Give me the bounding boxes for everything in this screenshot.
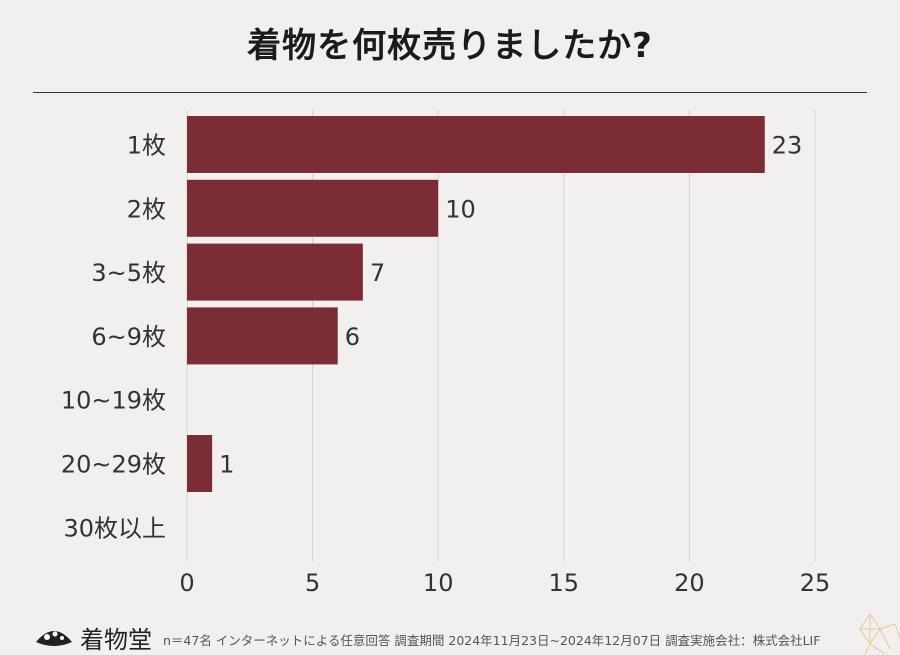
category-label: 3~5枚 (91, 259, 166, 287)
data-label: 1 (219, 451, 234, 479)
category-label: 1枚 (127, 132, 166, 160)
bar-chart: 0 5 10 15 20 25 1枚 23 2枚 10 3~5枚 7 6~9枚 6 10~19枚 20~29枚… (61, 110, 831, 597)
x-tick-label: 25 (800, 569, 831, 597)
data-label: 6 (345, 323, 360, 351)
title-divider (33, 92, 867, 93)
fan-logo-icon (36, 631, 72, 646)
data-label: 7 (370, 259, 385, 287)
bar (187, 435, 213, 492)
data-label: 10 (445, 195, 476, 223)
brand-logo-text: 着物堂 (80, 626, 152, 654)
bar (187, 116, 765, 173)
category-label: 2枚 (127, 195, 166, 223)
x-tick-label: 20 (674, 569, 705, 597)
data-label: 23 (772, 132, 803, 160)
footer: 着物堂 n＝47名 インターネットによる任意回答 調査期間 2024年11月23… (0, 613, 900, 654)
bar (187, 179, 439, 237)
x-tick-label: 10 (423, 569, 454, 597)
category-label: 6~9枚 (91, 323, 166, 351)
x-tick-label: 0 (179, 569, 194, 597)
category-label: 30枚以上 (63, 514, 166, 542)
bar (187, 243, 363, 301)
chart-title: 着物を何枚売りましたか? (247, 26, 653, 66)
survey-footnote: n＝47名 インターネットによる任意回答 調査期間 2024年11月23日~20… (163, 633, 821, 648)
hemp-leaf-pattern-icon (859, 613, 900, 654)
x-tick-label: 15 (549, 569, 580, 597)
x-tick-label: 5 (305, 569, 320, 597)
bar (187, 307, 338, 365)
category-label: 20~29枚 (61, 451, 166, 479)
category-label: 10~19枚 (61, 387, 166, 415)
